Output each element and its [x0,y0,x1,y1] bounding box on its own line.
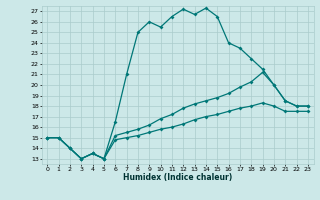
X-axis label: Humidex (Indice chaleur): Humidex (Indice chaleur) [123,173,232,182]
